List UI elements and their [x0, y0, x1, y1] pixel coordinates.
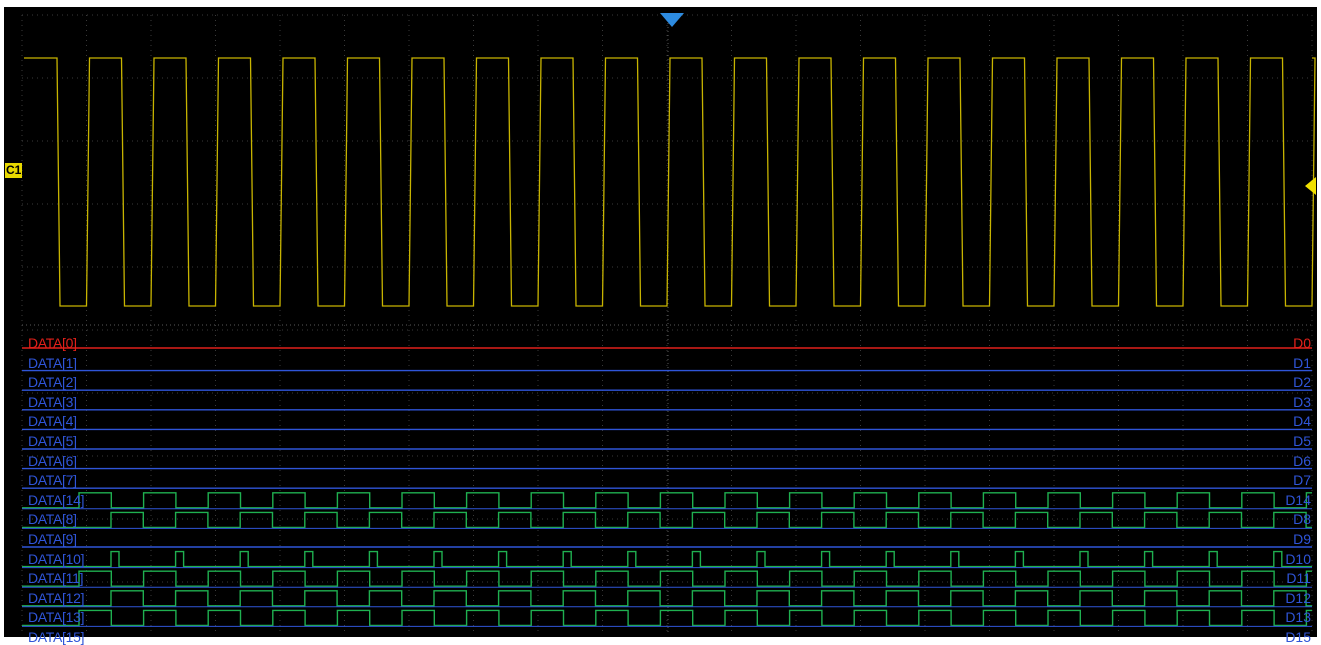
digital-channel-tag[interactable]: D8: [1293, 511, 1311, 528]
digital-channel-tag[interactable]: D12: [1285, 589, 1311, 606]
digital-channel-label[interactable]: DATA[11]: [28, 570, 84, 587]
digital-channel-label[interactable]: DATA[13]: [28, 609, 85, 626]
digital-trace: [22, 570, 1312, 587]
digital-channel-label[interactable]: DATA[1]: [28, 354, 77, 371]
digital-channel-label[interactable]: DATA[8]: [28, 511, 77, 528]
digital-channel-label[interactable]: DATA[7]: [28, 472, 77, 489]
digital-channel-tag[interactable]: D0: [1293, 335, 1311, 351]
digital-channel-tag[interactable]: D4: [1293, 413, 1311, 430]
digital-channel-label[interactable]: DATA[2]: [28, 374, 77, 391]
digital-trace: [22, 590, 1312, 607]
digital-channel-label[interactable]: DATA[9]: [28, 531, 77, 547]
digital-channel-label[interactable]: DATA[4]: [28, 413, 77, 430]
digital-channel-label[interactable]: DATA[10]: [28, 550, 85, 567]
c1-channel-marker[interactable]: C1: [5, 163, 23, 178]
digital-trace: [22, 609, 1312, 627]
digital-channel-label[interactable]: DATA[15]: [28, 629, 85, 645]
digital-channel-label[interactable]: DATA[3]: [28, 393, 77, 410]
digital-channel-tag[interactable]: D15: [1285, 629, 1311, 645]
digital-trace: [22, 511, 1312, 529]
waveform-canvas: [21, 14, 1316, 632]
digital-channel-label[interactable]: DATA[14]: [28, 491, 85, 508]
digital-channel-tag[interactable]: D10: [1285, 550, 1311, 567]
digital-channel-label[interactable]: DATA[12]: [28, 589, 85, 606]
digital-trace: [22, 492, 1312, 509]
digital-channel-label[interactable]: DATA[6]: [28, 452, 77, 469]
digital-channel-label[interactable]: DATA[0]: [28, 335, 77, 351]
trigger-level-icon[interactable]: [1305, 177, 1316, 195]
waveform-screen: DATA[0] D0 DATA[1] D1 DATA[2] D2 DATA[3] D3 DATA…: [4, 7, 1317, 645]
digital-channel-tag[interactable]: D6: [1293, 452, 1311, 469]
digital-channel-tag[interactable]: D13: [1285, 609, 1311, 626]
digital-channel-label[interactable]: DATA[5]: [28, 433, 77, 449]
c1-waveform: [24, 57, 1316, 307]
digital-channel-tag[interactable]: D1: [1293, 354, 1311, 371]
digital-channel-tag[interactable]: D11: [1286, 570, 1311, 587]
digital-channel-tag[interactable]: D14: [1285, 491, 1311, 508]
digital-channel-tag[interactable]: D2: [1293, 374, 1311, 391]
trigger-position-icon[interactable]: [660, 13, 684, 27]
digital-channel-tag[interactable]: D7: [1293, 472, 1311, 489]
digital-channel-tag[interactable]: D3: [1293, 393, 1311, 410]
digital-channel-tag[interactable]: D9: [1293, 531, 1311, 547]
digital-channel-tag[interactable]: D5: [1293, 433, 1311, 449]
digital-trace: [22, 550, 1312, 568]
